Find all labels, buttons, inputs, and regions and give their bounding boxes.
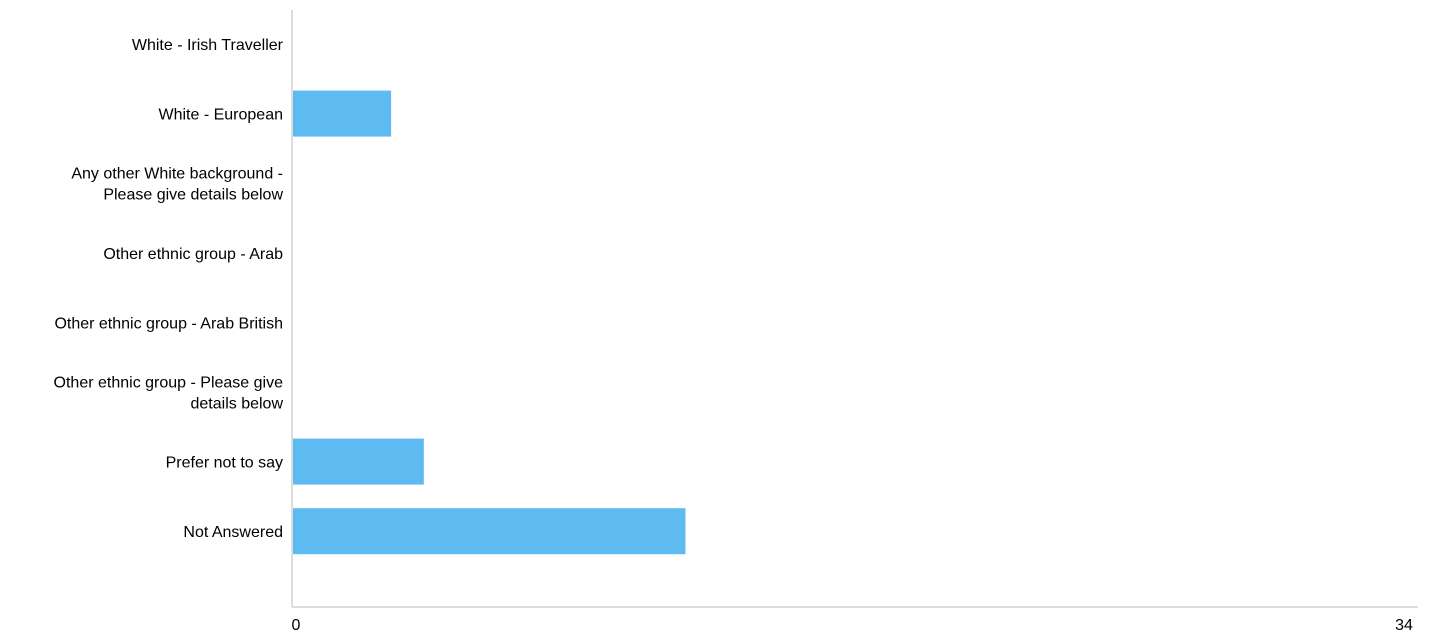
x-tick-label-1: 34 [1395,617,1413,634]
category-label-line: White - Irish Traveller [132,37,284,54]
category-label-line: Prefer not to say [166,455,283,472]
category-label-0: White - Irish Traveller [132,37,284,54]
category-label-4: Other ethnic group - Arab British [54,315,283,332]
category-label-line: Other ethnic group - Arab [103,246,283,263]
category-label-line: Please give details below [103,187,283,204]
category-label-line: White - European [158,107,283,124]
category-label-7: Not Answered [183,524,283,541]
bars-group [293,90,686,555]
category-label-5: Other ethnic group - Please give details … [54,375,284,413]
category-label-line: Other ethnic group - Please give [54,375,284,392]
category-label-line: Other ethnic group - Arab British [54,315,283,332]
category-label-line: Not Answered [183,524,283,541]
x-tick-label-0: 0 [292,617,301,634]
bar-7 [293,508,686,555]
category-label-2: Any other White background - Please give … [71,166,283,204]
bar-1 [293,90,392,137]
category-label-line: Any other White background - [71,166,283,183]
category-label-1: White - European [158,107,283,124]
category-label-line: details below [191,396,284,413]
bar-6 [293,438,424,485]
category-label-6: Prefer not to say [166,455,283,472]
category-labels: White - Irish Traveller White - European A… [54,37,284,541]
category-label-3: Other ethnic group - Arab [103,246,283,263]
x-tick-labels: 0 34 [292,617,1413,634]
